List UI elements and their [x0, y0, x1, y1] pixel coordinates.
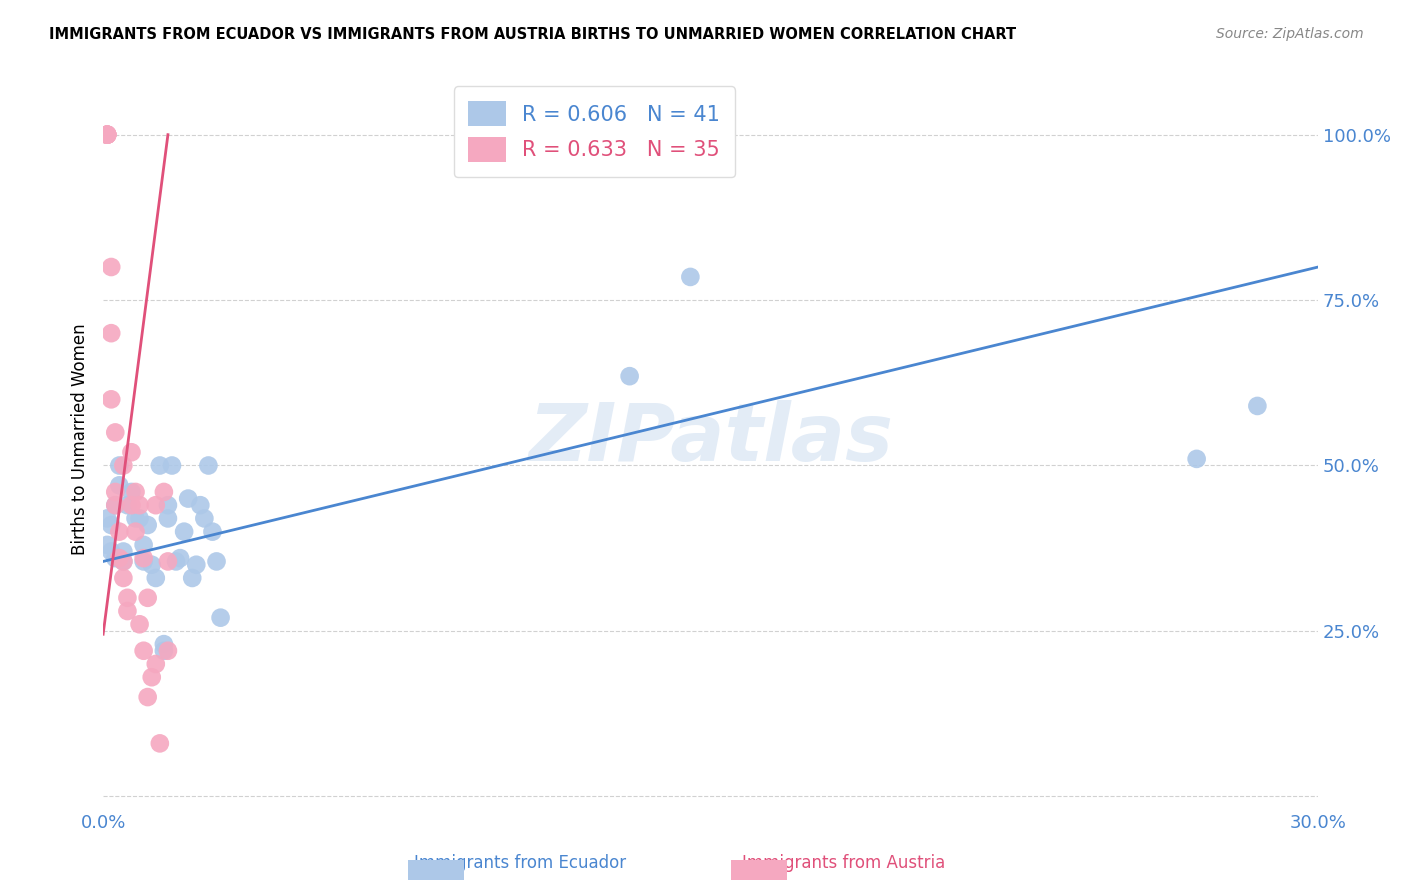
Point — [145, 657, 167, 671]
Point — [156, 498, 179, 512]
Point — [1246, 399, 1268, 413]
Point — [193, 511, 215, 525]
Point — [186, 558, 208, 572]
Point — [124, 485, 146, 500]
Point — [96, 128, 118, 142]
Point — [96, 128, 118, 142]
Text: Immigrants from Ecuador: Immigrants from Ecuador — [415, 855, 626, 872]
Point — [104, 485, 127, 500]
Point — [128, 511, 150, 525]
Point — [153, 485, 176, 500]
Point — [181, 571, 204, 585]
Point — [156, 554, 179, 568]
Point — [153, 637, 176, 651]
Point — [1185, 451, 1208, 466]
Point — [141, 558, 163, 572]
Point — [619, 369, 641, 384]
Point — [132, 554, 155, 568]
Point — [96, 511, 118, 525]
Text: IMMIGRANTS FROM ECUADOR VS IMMIGRANTS FROM AUSTRIA BIRTHS TO UNMARRIED WOMEN COR: IMMIGRANTS FROM ECUADOR VS IMMIGRANTS FR… — [49, 27, 1017, 42]
Legend: R = 0.606   N = 41, R = 0.633   N = 35: R = 0.606 N = 41, R = 0.633 N = 35 — [454, 87, 735, 177]
Point — [108, 458, 131, 473]
Point — [209, 610, 232, 624]
Point — [100, 544, 122, 558]
Point — [145, 571, 167, 585]
Point — [149, 736, 172, 750]
Point — [96, 538, 118, 552]
Point — [124, 524, 146, 539]
Point — [104, 498, 127, 512]
Point — [112, 571, 135, 585]
Point — [96, 128, 118, 142]
Point — [136, 518, 159, 533]
Point — [104, 425, 127, 440]
Point — [173, 524, 195, 539]
Point — [679, 269, 702, 284]
Point — [108, 478, 131, 492]
Point — [100, 392, 122, 407]
Point — [169, 551, 191, 566]
Point — [96, 128, 118, 142]
Point — [156, 644, 179, 658]
Point — [132, 538, 155, 552]
Point — [124, 511, 146, 525]
Point — [156, 511, 179, 525]
Point — [96, 128, 118, 142]
Point — [145, 498, 167, 512]
Text: ZIPatlas: ZIPatlas — [529, 400, 893, 478]
Point — [117, 498, 139, 512]
Point — [121, 485, 143, 500]
Point — [128, 617, 150, 632]
Point — [117, 591, 139, 605]
Point — [121, 498, 143, 512]
Point — [121, 445, 143, 459]
Point — [141, 670, 163, 684]
Point — [112, 458, 135, 473]
Point — [100, 518, 122, 533]
Point — [128, 498, 150, 512]
Point — [197, 458, 219, 473]
Point — [160, 458, 183, 473]
Point — [104, 498, 127, 512]
Point — [136, 591, 159, 605]
Point — [117, 604, 139, 618]
Point — [132, 551, 155, 566]
Point — [149, 458, 172, 473]
Point — [177, 491, 200, 506]
Point — [132, 644, 155, 658]
Point — [136, 690, 159, 704]
Point — [112, 554, 135, 568]
Point — [112, 544, 135, 558]
Point — [104, 551, 127, 566]
Point — [100, 326, 122, 341]
Point — [165, 554, 187, 568]
Point — [153, 644, 176, 658]
Text: Source: ZipAtlas.com: Source: ZipAtlas.com — [1216, 27, 1364, 41]
Point — [205, 554, 228, 568]
Point — [112, 554, 135, 568]
Y-axis label: Births to Unmarried Women: Births to Unmarried Women — [72, 323, 89, 555]
Point — [188, 498, 211, 512]
Point — [108, 551, 131, 566]
Text: Immigrants from Austria: Immigrants from Austria — [742, 855, 945, 872]
Point — [201, 524, 224, 539]
Point — [108, 524, 131, 539]
Point — [100, 260, 122, 274]
